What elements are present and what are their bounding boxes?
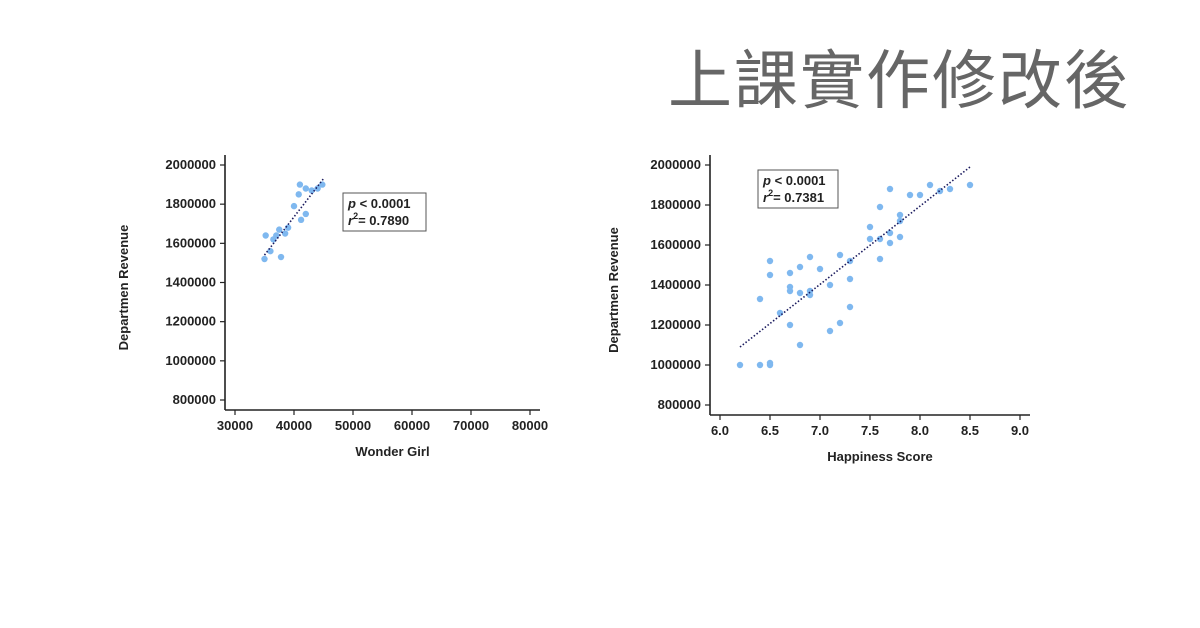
data-point — [277, 253, 285, 261]
x-tick-label: 9.0 — [1011, 423, 1029, 438]
data-point — [886, 185, 894, 193]
y-tick-label: 1600000 — [650, 237, 701, 252]
data-point — [756, 295, 764, 303]
x-tick-label: 7.5 — [861, 423, 879, 438]
data-point — [896, 211, 904, 219]
data-point — [946, 185, 954, 193]
y-axis-label: Departmen Revenue — [116, 225, 131, 351]
x-tick-label: 6.0 — [711, 423, 729, 438]
data-point — [916, 191, 924, 199]
x-tick-label: 60000 — [394, 418, 430, 433]
data-point — [806, 253, 814, 261]
data-point — [796, 341, 804, 349]
data-point — [295, 191, 302, 198]
data-point — [806, 287, 814, 295]
data-point — [966, 181, 974, 189]
y-tick-label: 2000000 — [165, 157, 216, 172]
y-tick-label: 1000000 — [165, 353, 216, 368]
scatter-chart-wonder-girl: 800000 1000000 1200000 1400000 1600000 180000… — [116, 155, 548, 459]
page-title: 上課實作修改後 — [668, 45, 1130, 119]
x-tick-label: 40000 — [276, 418, 312, 433]
data-point — [876, 235, 884, 243]
data-point — [290, 202, 298, 210]
data-point — [886, 239, 894, 247]
y-tick-label: 1400000 — [650, 277, 701, 292]
data-point — [786, 321, 794, 329]
data-point — [796, 289, 804, 297]
y-tick-label: 800000 — [173, 392, 216, 407]
y-tick-label: 1800000 — [165, 196, 216, 211]
x-tick-label: 8.0 — [911, 423, 929, 438]
data-point — [756, 361, 764, 369]
data-point — [876, 255, 884, 263]
data-point — [262, 232, 269, 239]
data-point — [314, 185, 321, 192]
data-point — [886, 229, 894, 237]
data-point — [836, 251, 844, 259]
data-point — [308, 187, 315, 194]
data-point — [296, 181, 304, 188]
y-tick-label: 1200000 — [165, 314, 216, 329]
data-point — [297, 216, 305, 224]
r-squared-label: r2= 0.7381 — [763, 188, 824, 205]
data-point — [736, 361, 744, 369]
data-point — [261, 255, 268, 263]
data-point — [826, 327, 834, 335]
x-tick-label: 30000 — [217, 418, 253, 433]
data-point — [796, 263, 804, 271]
scatter-chart-happiness-score: 800000 1000000 1200000 1400000 1600000 180000… — [606, 155, 1030, 464]
data-point — [766, 359, 774, 367]
data-point — [846, 257, 854, 265]
x-axis-label: Happiness Score — [827, 449, 933, 464]
x-tick-label: 80000 — [512, 418, 548, 433]
p-value-label: p < 0.0001 — [347, 196, 411, 211]
y-tick-label: 1800000 — [650, 197, 701, 212]
data-point — [826, 281, 834, 289]
data-point — [267, 247, 274, 255]
data-point — [776, 309, 784, 317]
y-tick-label: 800000 — [658, 397, 701, 412]
p-value-label: p < 0.0001 — [762, 173, 826, 188]
data-point — [786, 269, 794, 277]
data-point — [766, 257, 774, 265]
y-tick-label: 1200000 — [650, 317, 701, 332]
data-point — [836, 319, 844, 327]
stats-box — [342, 192, 427, 232]
y-tick-label: 2000000 — [650, 157, 701, 172]
x-tick-label: 6.5 — [761, 423, 779, 438]
data-point — [284, 224, 292, 231]
data-point — [906, 191, 914, 199]
data-point — [766, 271, 774, 279]
x-tick-label: 50000 — [335, 418, 371, 433]
data-point — [846, 303, 854, 311]
data-point — [786, 283, 794, 291]
y-tick-label: 1400000 — [165, 275, 216, 290]
data-point — [816, 265, 824, 273]
y-axis-label: Departmen Revenue — [606, 227, 621, 353]
y-tick-label: 1600000 — [165, 235, 216, 250]
data-point — [896, 233, 904, 241]
data-point — [926, 181, 934, 189]
data-point — [302, 210, 309, 218]
data-point — [276, 226, 283, 233]
x-tick-label: 70000 — [453, 418, 489, 433]
data-point — [866, 235, 874, 243]
data-point — [876, 203, 884, 211]
x-tick-label: 8.5 — [961, 423, 979, 438]
data-point — [302, 185, 309, 192]
y-tick-label: 1000000 — [650, 357, 701, 372]
data-point — [846, 275, 854, 283]
stats-box — [757, 169, 839, 209]
r-squared-label: r2= 0.7890 — [348, 211, 409, 228]
x-axis-label: Wonder Girl — [355, 444, 429, 459]
data-point — [281, 230, 289, 237]
x-tick-label: 7.0 — [811, 423, 829, 438]
data-point — [866, 223, 874, 231]
